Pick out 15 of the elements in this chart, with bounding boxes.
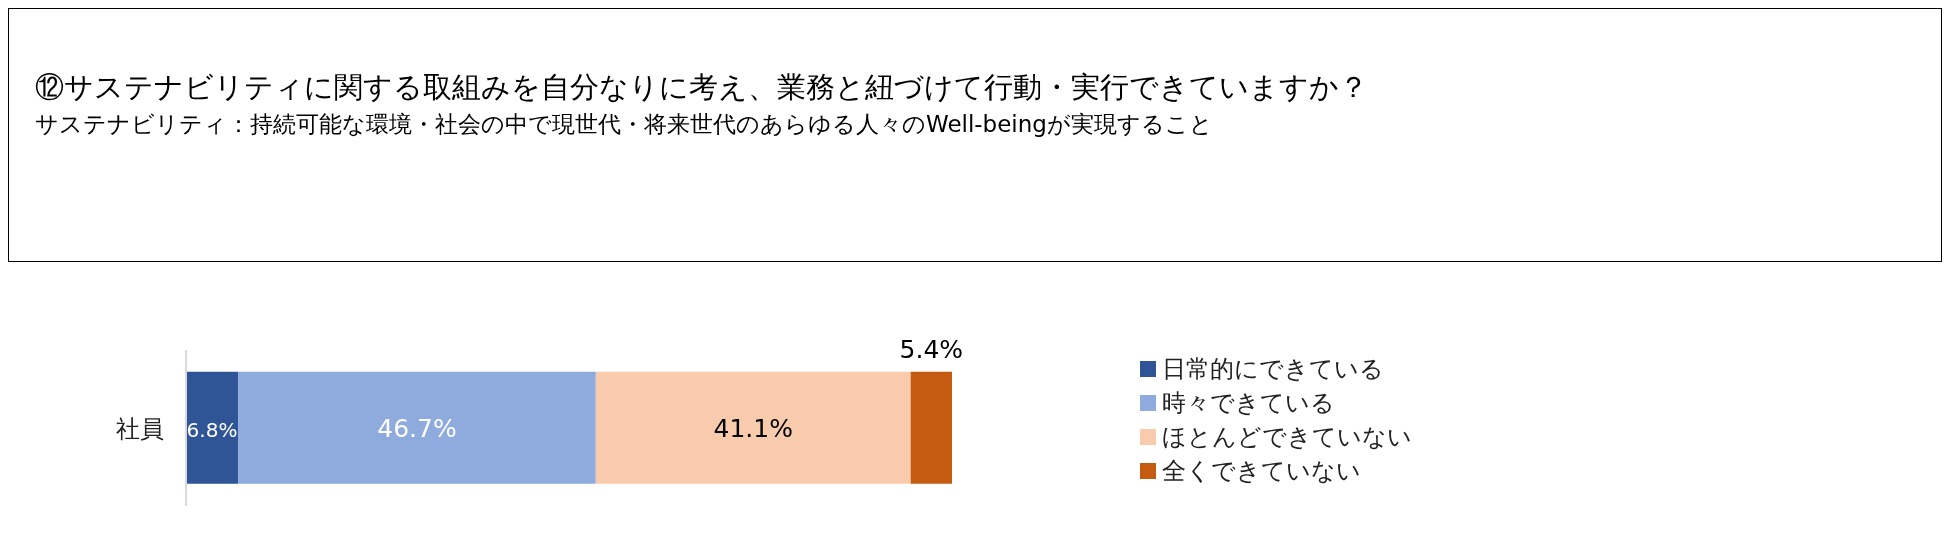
bar (238, 371, 596, 484)
bar (186, 371, 239, 484)
data-label: 6.8% (186, 417, 238, 442)
chart-subtitle: サステナビリティ：持続可能な環境・社会の中で現世代・将来世代のあらゆる人々のWell-beingが実現すること (35, 110, 1214, 139)
legend-label: ほとんどできていない (1162, 422, 1412, 453)
bar (910, 371, 952, 484)
chart-title: ⑫サステナビリティに関する取組みを自分なりに考え、業務と紐づけて行動・実行できていますか？ (35, 69, 1369, 106)
legend-label: 時々できている (1162, 388, 1335, 419)
data-label: 5.4% (899, 334, 964, 364)
data-label: 46.7% (377, 413, 457, 443)
bar (595, 371, 911, 484)
y-tick-label: 社員 (116, 414, 164, 443)
legend-label: 日常的にできている (1162, 354, 1384, 385)
legend-label: 全くできていない (1162, 456, 1361, 487)
data-label: 41.1% (713, 413, 793, 443)
